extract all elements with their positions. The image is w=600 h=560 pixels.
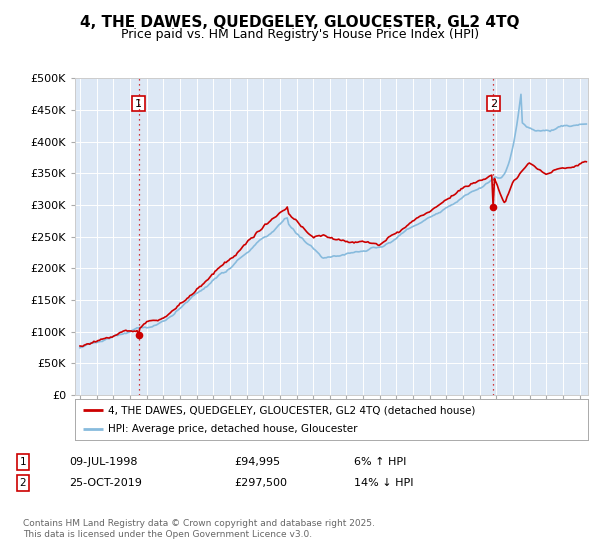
Text: 09-JUL-1998: 09-JUL-1998 [69, 457, 137, 467]
Text: £297,500: £297,500 [234, 478, 287, 488]
Text: 4, THE DAWES, QUEDGELEY, GLOUCESTER, GL2 4TQ (detached house): 4, THE DAWES, QUEDGELEY, GLOUCESTER, GL2… [109, 405, 476, 415]
Text: 1: 1 [135, 99, 142, 109]
Text: 14% ↓ HPI: 14% ↓ HPI [354, 478, 413, 488]
Text: HPI: Average price, detached house, Gloucester: HPI: Average price, detached house, Glou… [109, 424, 358, 433]
Text: £94,995: £94,995 [234, 457, 280, 467]
Text: Contains HM Land Registry data © Crown copyright and database right 2025.
This d: Contains HM Land Registry data © Crown c… [23, 520, 374, 539]
Text: 1: 1 [19, 457, 26, 467]
Text: 2: 2 [490, 99, 497, 109]
Text: 6% ↑ HPI: 6% ↑ HPI [354, 457, 406, 467]
Text: 2: 2 [19, 478, 26, 488]
Text: 4, THE DAWES, QUEDGELEY, GLOUCESTER, GL2 4TQ: 4, THE DAWES, QUEDGELEY, GLOUCESTER, GL2… [80, 15, 520, 30]
Text: 25-OCT-2019: 25-OCT-2019 [69, 478, 142, 488]
Text: Price paid vs. HM Land Registry's House Price Index (HPI): Price paid vs. HM Land Registry's House … [121, 28, 479, 41]
